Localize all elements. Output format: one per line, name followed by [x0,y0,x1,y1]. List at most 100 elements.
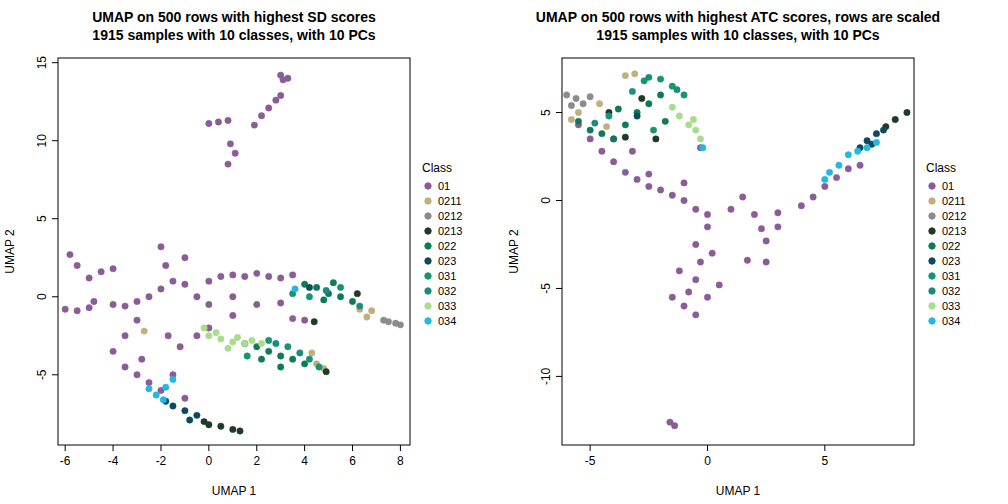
point [686,122,692,128]
y-tick [52,62,58,63]
point [798,203,804,209]
point [230,272,236,278]
point [218,336,224,342]
point [568,116,574,122]
point [134,317,140,323]
point [201,325,207,331]
legend-label: 0211 [942,195,966,207]
subtitle: 1915 samples with 10 classes, with 10 PC… [92,27,375,43]
point [122,303,128,309]
point [206,301,212,307]
point [337,284,343,290]
legend-marker [929,213,935,219]
point [397,322,403,328]
point [163,384,169,390]
point [194,294,200,300]
legend-marker [929,198,935,204]
point [316,364,322,370]
legend-marker [425,288,431,294]
legend-marker [929,258,935,264]
legend-label: 023 [438,255,456,267]
point [146,294,152,300]
legend-label: 031 [942,270,960,282]
point [845,152,851,158]
legend-label: 034 [942,315,960,327]
legend-label: 034 [438,315,456,327]
point [693,206,699,212]
x-tick-label: 6 [349,454,356,468]
point [91,298,97,304]
legend-label: 031 [438,270,456,282]
point [285,343,291,349]
point [289,272,295,278]
point [266,348,272,354]
point [230,426,236,432]
point [587,136,593,142]
x-tick [256,445,257,451]
point [206,422,212,428]
legend-label: 0212 [942,210,966,222]
point [280,77,286,83]
panel: UMAP on 500 rows with highest SD scores1… [3,9,462,498]
point [134,372,140,378]
point [810,194,816,200]
legend-marker [425,318,431,324]
point [277,353,283,359]
legend-marker [425,183,431,189]
legend-label: 032 [438,285,456,297]
point [266,337,272,343]
x-tick-label: 8 [397,454,404,468]
point [674,86,680,92]
x-tick-label: 5 [821,454,828,468]
point [657,187,663,193]
point [194,333,200,339]
point [744,257,750,263]
point [873,139,879,145]
point [693,312,699,318]
legend-marker [425,243,431,249]
point [273,340,279,346]
point [146,386,152,392]
point [610,136,616,142]
point [182,407,188,413]
legend-label: 01 [438,180,450,192]
point [592,120,598,126]
point [775,210,781,216]
point [681,197,687,203]
point [122,333,128,339]
point [230,312,236,318]
x-tick-label: 0 [206,454,213,468]
point [610,136,616,142]
point [580,101,586,107]
y-tick [52,374,58,375]
point [880,127,886,133]
point [225,161,231,167]
point [242,340,248,346]
point [606,113,612,119]
legend-label: 022 [942,240,960,252]
point [187,417,193,423]
legend-marker [425,213,431,219]
point [697,259,703,265]
point [163,262,169,268]
point [170,376,176,382]
point [251,122,257,128]
point [716,282,722,288]
legend-marker [425,273,431,279]
point [232,150,238,156]
y-tick [556,200,562,201]
y-tick-label: -5 [539,283,553,294]
point [266,105,272,111]
point [892,116,898,122]
y-tick [52,140,58,141]
legend-marker [929,183,935,189]
point [622,169,628,175]
legend-label: 033 [942,300,960,312]
legend-marker [929,228,935,234]
point [165,333,171,339]
point [273,97,279,103]
point [62,306,68,312]
point [277,364,283,370]
point [587,127,593,133]
point [693,276,699,282]
